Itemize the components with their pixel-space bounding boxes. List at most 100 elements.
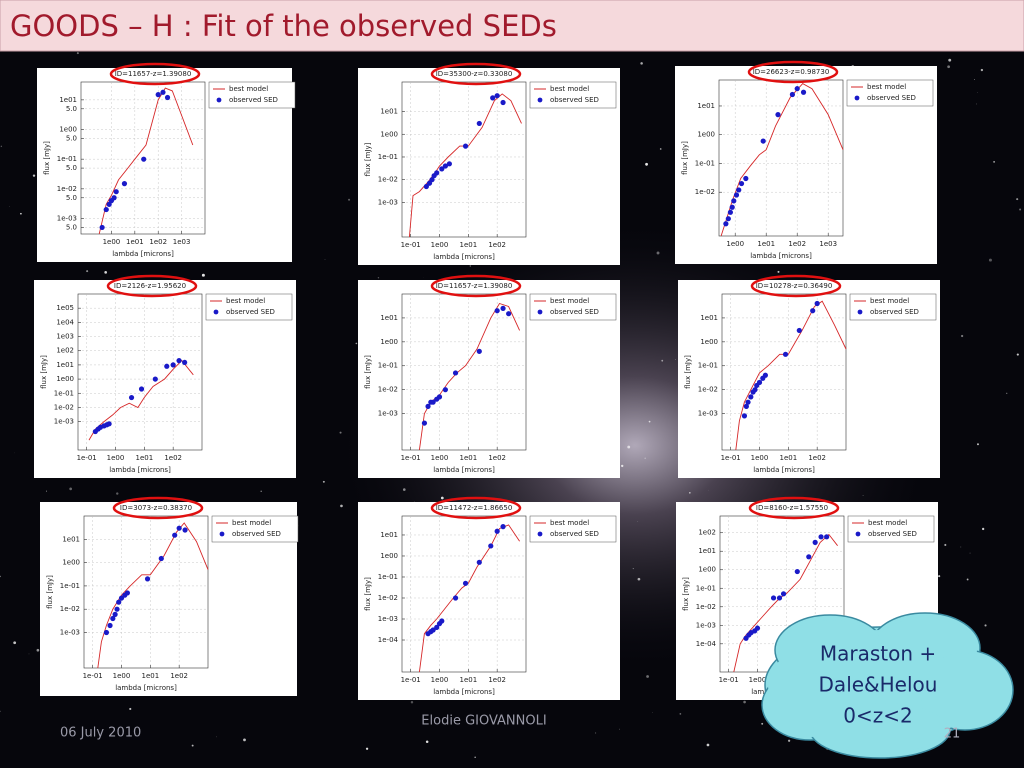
observed-point <box>789 91 796 98</box>
star <box>637 577 641 581</box>
observed-point <box>814 300 820 307</box>
legend-box <box>211 515 299 543</box>
chart-title: ID=10278-z=0.36490 <box>756 282 833 290</box>
star <box>1006 392 1008 394</box>
observed-point <box>182 527 188 533</box>
legend-label: best model <box>550 297 589 305</box>
x-tick-label: 1e00 <box>749 676 767 684</box>
legend-box <box>529 515 617 543</box>
observed-point <box>500 305 506 311</box>
star <box>862 495 864 496</box>
observed-point <box>176 525 182 531</box>
x-tick-label: 1e01 <box>460 676 478 684</box>
x-tick-label: 1e-01 <box>401 676 421 684</box>
y-axis-label: flux [mJy] <box>364 142 372 176</box>
x-tick-label: 1e02 <box>488 676 506 684</box>
star <box>984 624 987 627</box>
y-axis-label: flux [mJy] <box>364 577 372 611</box>
observed-point <box>743 175 749 182</box>
observed-point <box>770 595 777 601</box>
y-tick-label: 1e02 <box>56 347 74 355</box>
y-tick-label: 1e-02 <box>378 176 398 184</box>
model-line <box>735 300 847 450</box>
model-line <box>88 359 194 441</box>
legend-label: observed SED <box>870 308 919 316</box>
x-tick-label: 1e02 <box>170 672 188 680</box>
star <box>627 445 631 449</box>
observed-point <box>806 554 812 560</box>
star <box>993 160 995 163</box>
y-tick-label: 1e00 <box>56 375 74 383</box>
y-tick-label: 1e01 <box>380 314 398 322</box>
sed-panel: 1e-01 1e00 1e01 1e02 1e05 1e04 1e03 1e02 1e01 1e0… <box>34 274 296 478</box>
star <box>1016 353 1019 356</box>
y-tick-label: 1e01 <box>697 102 715 110</box>
header-bar <box>0 0 1024 52</box>
legend-swatch <box>857 309 863 315</box>
x-tick-label: 1e-01 <box>83 672 103 680</box>
legend-label: best model <box>232 519 271 527</box>
x-tick-label: 1e-01 <box>401 454 421 462</box>
observed-point <box>741 413 748 419</box>
x-tick-label: 1e01 <box>136 454 154 462</box>
x-axis-label: lambda [microns] <box>750 252 812 260</box>
observed-point <box>729 204 735 210</box>
observed-point <box>723 221 729 227</box>
sed-panel: 1e-01 1e00 1e01 1e02 1e01 1e00 1e-01 1e-02 1e-03… <box>678 274 940 478</box>
y-tick-label: 1e-02 <box>378 386 398 394</box>
star <box>0 710 1 712</box>
x-tick-label: 1e03 <box>173 238 191 246</box>
observed-point <box>138 386 145 392</box>
callout-line: Maraston + <box>820 642 936 666</box>
y-tick-label: 1e05 <box>56 304 74 312</box>
x-axis-label: lambda [microns] <box>753 466 815 474</box>
y-tick-label: 1e-03 <box>378 198 398 206</box>
plot-area <box>401 515 527 673</box>
y-tick-label: 1e00 <box>698 566 716 574</box>
star <box>45 490 47 492</box>
y-tick-label: 1e-01 <box>378 362 398 370</box>
y-tick-label: 1e-04 <box>378 636 399 644</box>
footer-date: 06 July 2010 <box>60 726 141 741</box>
star <box>216 736 217 738</box>
observed-point <box>494 93 500 99</box>
star <box>365 747 369 750</box>
y-tick-label: 1e00 <box>62 559 80 567</box>
observed-point <box>172 532 178 538</box>
star <box>377 277 380 279</box>
star <box>659 148 662 150</box>
observed-point <box>812 539 818 546</box>
plot-area <box>83 515 209 669</box>
y-tick-label: 1e-03 <box>698 410 718 418</box>
footer-author: Elodie GIOVANNOLI <box>421 714 546 729</box>
observed-point <box>506 311 512 317</box>
x-tick-label: 1e-01 <box>401 241 421 249</box>
observed-point <box>176 358 182 364</box>
star <box>947 65 951 69</box>
star <box>977 92 978 93</box>
y-tick-label: 1e-02 <box>698 386 718 394</box>
legend-label: best model <box>868 519 907 527</box>
observed-point <box>745 399 751 405</box>
observed-point <box>796 327 802 334</box>
y-tick-label: 1e-01 <box>378 153 398 161</box>
star <box>960 546 962 548</box>
observed-point <box>112 611 118 617</box>
star <box>706 743 710 747</box>
y-tick-label: 1e-02 <box>57 185 77 193</box>
legend-label: observed SED <box>226 308 275 316</box>
observed-point <box>434 170 440 176</box>
observed-point <box>170 362 176 368</box>
observed-point <box>494 528 500 534</box>
star <box>976 103 978 105</box>
x-tick-label: 1e02 <box>488 454 506 462</box>
observed-point <box>488 543 494 549</box>
star <box>425 740 429 743</box>
star <box>761 722 764 725</box>
legend-swatch <box>537 309 543 315</box>
plot-area <box>721 293 847 451</box>
highlight-ellipse <box>430 274 522 298</box>
observed-point <box>107 622 113 629</box>
sed-panel: 1e-01 1e00 1e01 1e02 1e01 1e00 1e-01 1e-02 1e-03… <box>358 496 620 700</box>
observed-point <box>99 224 105 231</box>
